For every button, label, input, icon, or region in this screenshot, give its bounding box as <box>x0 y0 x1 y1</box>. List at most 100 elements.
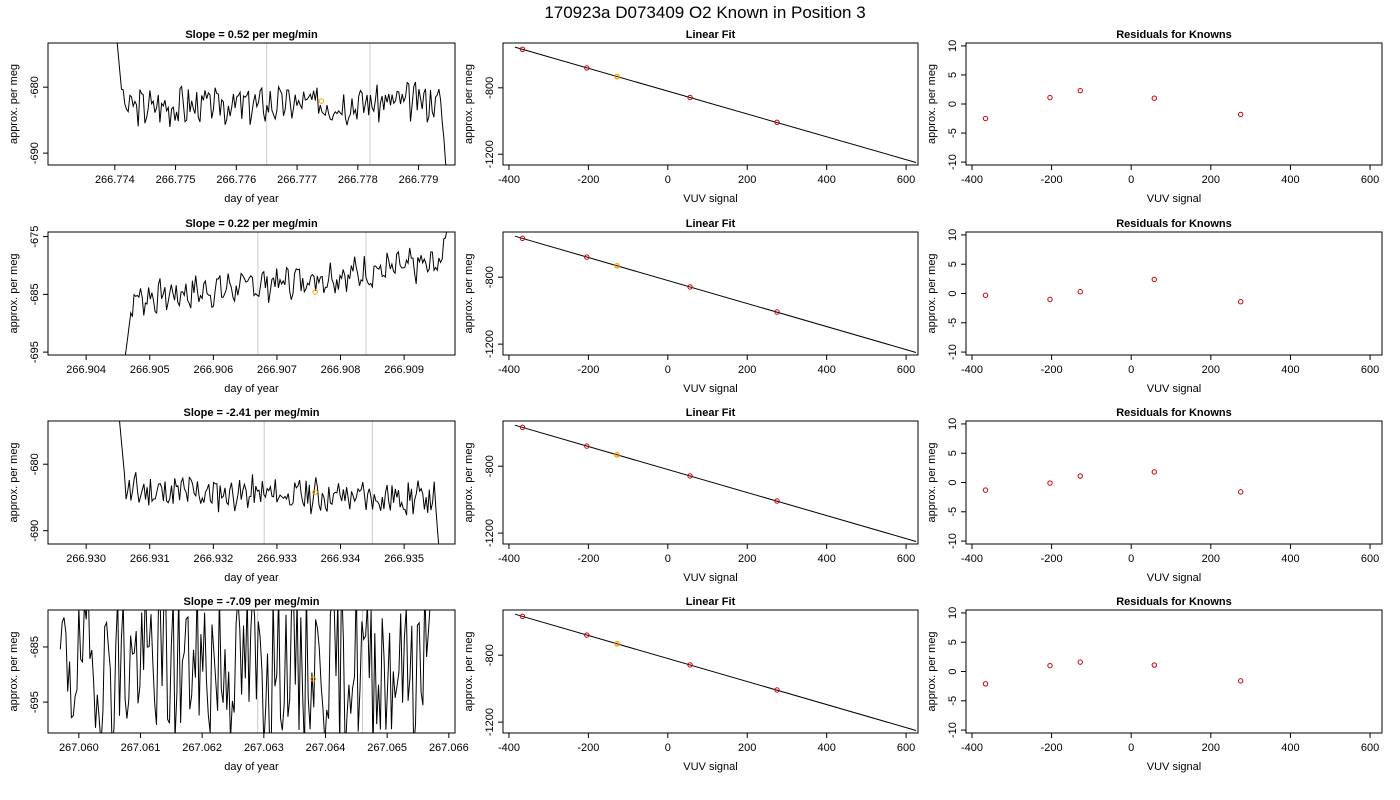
y-tick-label: -10 <box>947 344 959 360</box>
plot-area <box>124 232 448 355</box>
y-axis-label: approx. per meg <box>8 253 20 333</box>
known-point <box>687 284 693 290</box>
x-tick-label: 266.932 <box>193 553 233 565</box>
highlight-marker <box>312 289 318 295</box>
residual-point <box>1151 276 1157 283</box>
y-axis-label: approx. per meg <box>8 64 20 144</box>
y-tick-label: -800 <box>484 455 496 477</box>
chart-title: Linear Fit <box>686 29 736 41</box>
x-tick-label: 266.778 <box>338 174 378 186</box>
y-tick-label: -5 <box>947 128 959 138</box>
plot-area <box>59 610 431 733</box>
y-tick-label: 10 <box>947 418 959 430</box>
highlight-marker <box>310 676 316 682</box>
x-tick-label: 0 <box>1128 174 1134 186</box>
y-tick-label: -680 <box>29 76 41 98</box>
plot-frame <box>965 609 1383 734</box>
plot-area <box>982 659 1244 687</box>
x-tick-label: 266.908 <box>321 364 361 376</box>
y-tick-label: -695 <box>29 341 41 363</box>
y-tick-label: 5 <box>947 450 959 456</box>
plot-area <box>514 613 917 731</box>
residual-point <box>1047 94 1053 101</box>
y-tick-label: 0 <box>947 479 959 485</box>
y-axis-label: approx. per meg <box>8 442 20 522</box>
panel-timeseries-row-2: Slope = 0.22 per meg/min day of year appro… <box>8 218 456 395</box>
x-tick-label: -200 <box>1041 742 1063 754</box>
highlight-marker <box>312 489 318 495</box>
x-tick-label: -400 <box>961 742 983 754</box>
residual-point <box>1047 296 1053 303</box>
fit-line <box>514 613 917 731</box>
plot-area <box>514 424 917 542</box>
x-tick-label: 600 <box>1361 553 1379 565</box>
x-tick-label: 600 <box>1361 364 1379 376</box>
fit-line <box>514 424 917 542</box>
panel-timeseries-row-3: Slope = -2.41 per meg/min day of year appr… <box>8 407 456 584</box>
y-tick-label: -800 <box>484 644 496 666</box>
x-tick-label: 200 <box>738 742 756 754</box>
y-tick-label: -685 <box>29 283 41 305</box>
highlight-point <box>614 452 620 458</box>
x-axis-label: VUV signal <box>1147 383 1201 395</box>
plot-frame <box>965 231 1383 356</box>
y-tick-label: 0 <box>947 668 959 674</box>
residual-point <box>982 487 989 493</box>
residual-point <box>1237 678 1244 684</box>
plot-frame <box>47 609 456 734</box>
y-tick-label: -10 <box>947 154 959 170</box>
x-tick-label: -200 <box>577 364 599 376</box>
x-tick-label: 266.906 <box>193 364 233 376</box>
y-axis-label: approx. per meg <box>463 631 475 711</box>
y-axis-label: approx. per meg <box>463 64 475 144</box>
x-tick-label: 266.774 <box>95 174 135 186</box>
x-axis-label: VUV signal <box>683 193 737 205</box>
x-tick-label: 266.930 <box>66 553 106 565</box>
chart-title: Slope = 0.22 per meg/min <box>185 218 318 230</box>
plot-frame <box>965 42 1383 166</box>
residual-point <box>1077 87 1083 94</box>
x-tick-label: -200 <box>577 742 599 754</box>
y-tick-label: -690 <box>29 520 41 542</box>
x-tick-label: 266.935 <box>384 553 424 565</box>
y-tick-label: 5 <box>947 639 959 645</box>
data-trace <box>124 232 448 355</box>
panel-timeseries-row-4: Slope = -7.09 per meg/min day of year appr… <box>8 596 469 773</box>
y-tick-label: 5 <box>947 72 959 78</box>
plot-frame <box>502 420 919 545</box>
x-axis-label: day of year <box>224 761 279 773</box>
x-tick-label: 200 <box>1202 174 1220 186</box>
x-tick-label: -400 <box>961 364 983 376</box>
x-tick-label: -400 <box>961 553 983 565</box>
known-point <box>584 632 590 638</box>
x-tick-label: 200 <box>738 553 756 565</box>
residual-point <box>1047 480 1053 486</box>
residual-point <box>1077 473 1083 479</box>
chart-title: Residuals for Knowns <box>1116 29 1232 41</box>
x-tick-label: 600 <box>1361 174 1379 186</box>
x-tick-label: 266.933 <box>257 553 297 565</box>
plot-frame <box>47 420 456 545</box>
y-tick-label: -1200 <box>484 519 496 547</box>
plot-area <box>514 46 917 163</box>
x-tick-label: 266.776 <box>216 174 256 186</box>
x-tick-label: 600 <box>897 174 915 186</box>
panel-timeseries-row-1: Slope = 0.52 per meg/min day of year appro… <box>8 29 456 205</box>
chart-title: Residuals for Knowns <box>1116 596 1232 608</box>
x-tick-label: 400 <box>817 364 835 376</box>
x-tick-label: 266.905 <box>130 364 170 376</box>
chart-title: Linear Fit <box>686 218 736 230</box>
x-tick-label: 400 <box>1281 364 1299 376</box>
highlight-point <box>614 641 620 647</box>
highlight-marker <box>318 98 325 104</box>
residual-point <box>1151 95 1157 101</box>
y-tick-label: -1200 <box>484 140 496 168</box>
y-tick-label: 10 <box>947 607 959 619</box>
x-tick-label: 267.061 <box>121 742 161 754</box>
y-tick-label: 10 <box>947 229 959 241</box>
